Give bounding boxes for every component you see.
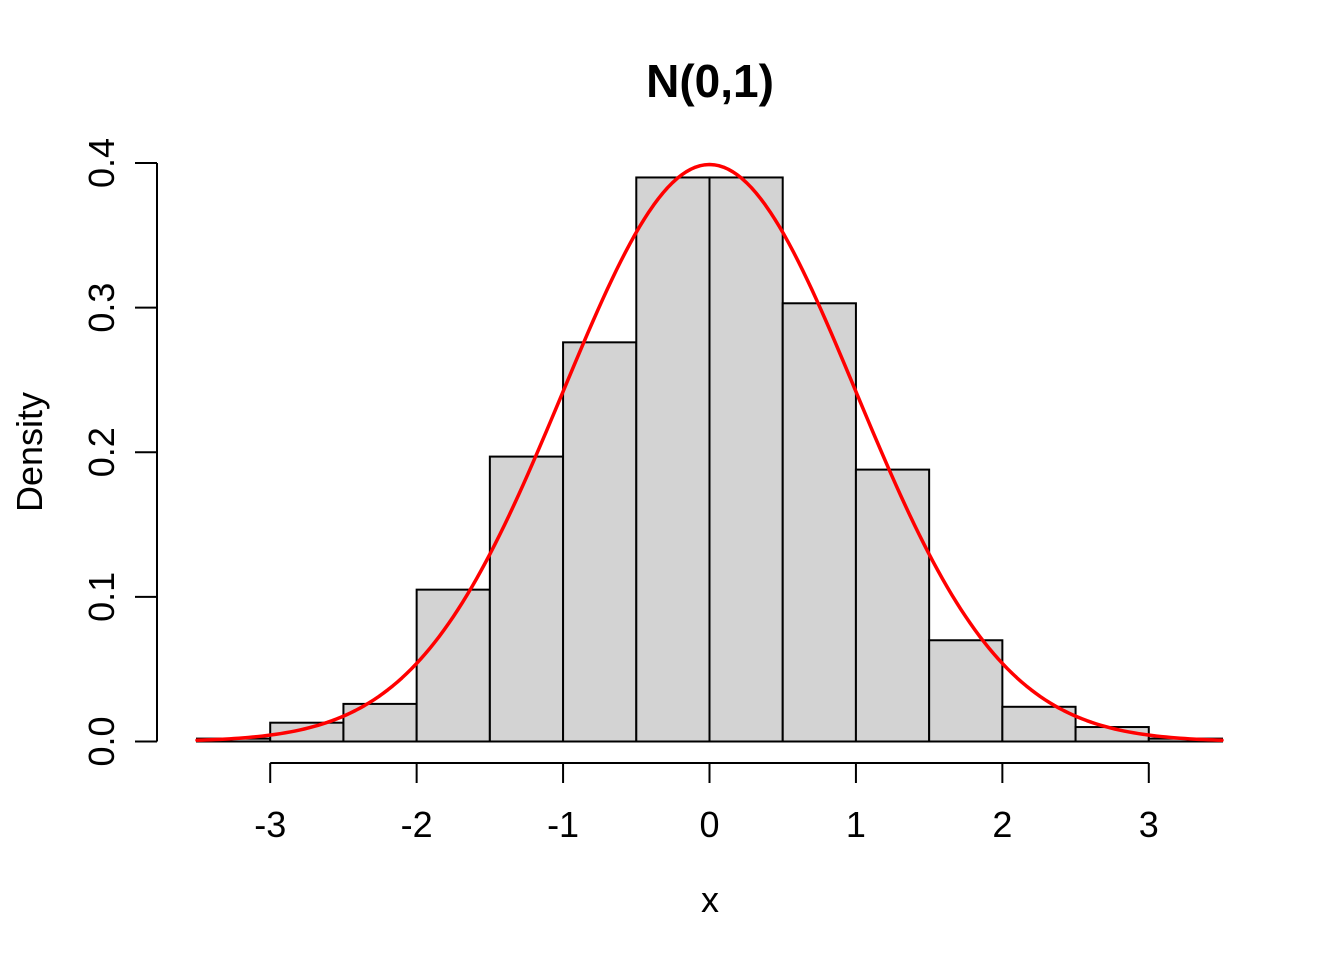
histogram-bar <box>708 176 784 743</box>
x-axis-tick-label: 3 <box>1139 804 1159 845</box>
x-axis-tick-label: -3 <box>254 804 286 845</box>
axes-layer: 0.0 0.1 0.2 0.3 0.4 -3 -2 -1 0 1 2 3 <box>81 138 1159 845</box>
x-axis-tick-label: 0 <box>699 804 719 845</box>
density-curve <box>195 162 1224 742</box>
histogram-bars-layer <box>196 176 1224 743</box>
y-axis-tick-label: 0.0 <box>81 716 122 766</box>
y-axis-tick-label: 0.4 <box>81 138 122 188</box>
histogram-bar <box>854 468 931 743</box>
x-axis-tick-label: 2 <box>992 804 1012 845</box>
histogram-bar <box>635 176 711 743</box>
x-axis-tick-label: 1 <box>846 804 866 845</box>
y-axis-label: Density <box>9 392 50 512</box>
histogram-bar <box>488 455 565 743</box>
x-axis-tick-label: -2 <box>401 804 433 845</box>
histogram-bar <box>928 639 1004 743</box>
histogram-bar <box>1001 705 1077 743</box>
histogram-bar <box>562 341 638 743</box>
plot-title: N(0,1) <box>646 55 774 107</box>
y-axis-tick-label: 0.3 <box>81 283 122 333</box>
y-axis-tick-label: 0.1 <box>81 572 122 622</box>
y-axis-tick-label: 0.2 <box>81 427 122 477</box>
density-curve-layer <box>195 162 1224 742</box>
histogram-bar <box>415 588 491 743</box>
x-axis-tick-label: -1 <box>547 804 579 845</box>
x-axis-label: x <box>701 879 719 920</box>
